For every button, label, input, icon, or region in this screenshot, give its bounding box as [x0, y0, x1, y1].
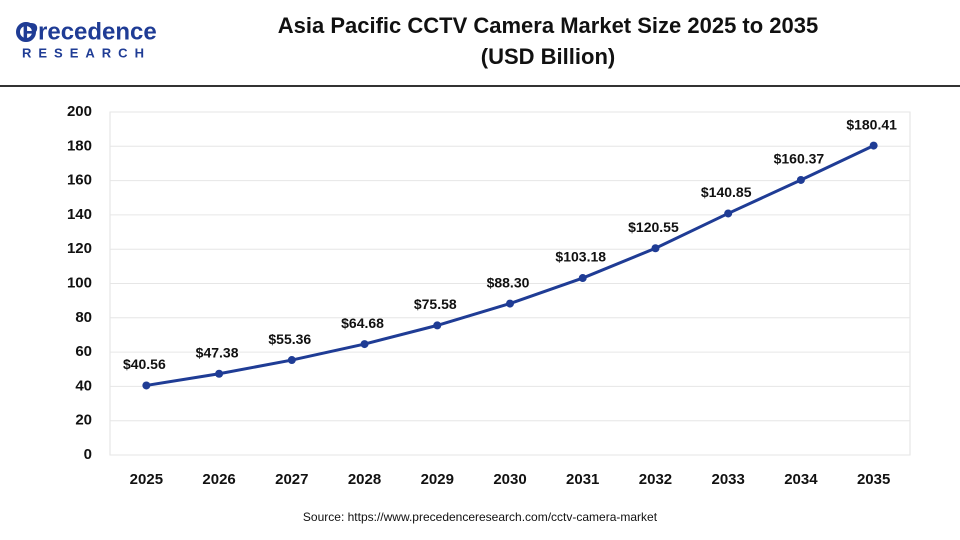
y-tick-label: 180: [67, 137, 92, 154]
value-label: $103.18: [555, 249, 606, 265]
x-tick-label: 2025: [130, 471, 163, 488]
logo: Precedence RESEARCH: [16, 18, 157, 60]
value-label: $140.85: [701, 184, 752, 200]
x-tick-label: 2035: [857, 471, 890, 488]
point: [142, 381, 151, 390]
y-tick-label: 160: [67, 172, 92, 189]
value-label: $47.38: [196, 344, 239, 360]
x-tick-label: 2030: [493, 471, 526, 488]
x-tick-label: 2027: [275, 471, 308, 488]
source: Source: https://www.precedenceresearch.c…: [303, 510, 658, 524]
y-tick-label: 120: [67, 240, 92, 257]
value-label: $88.30: [487, 274, 530, 290]
point: [578, 274, 587, 283]
value-label: $40.56: [123, 356, 166, 372]
y-tick-label: 60: [75, 343, 92, 360]
point: [796, 175, 805, 184]
x-tick-label: 2033: [711, 471, 744, 488]
point: [724, 209, 733, 218]
value-label: $55.36: [268, 331, 311, 347]
x-tick-label: 2029: [421, 471, 454, 488]
x-tick-label: 2026: [202, 471, 235, 488]
chart-title: Asia Pacific CCTV Camera Market Size 202…: [278, 13, 819, 38]
value-label: $75.58: [414, 296, 457, 312]
y-tick-label: 80: [75, 309, 92, 326]
logo-name: Precedence: [22, 18, 157, 45]
y-tick-label: 0: [84, 446, 92, 463]
value-label: $64.68: [341, 315, 384, 331]
x-tick-label: 2032: [639, 471, 672, 488]
y-tick-label: 20: [75, 412, 92, 429]
chart-subtitle: (USD Billion): [481, 44, 615, 69]
x-tick-label: 2034: [784, 471, 818, 488]
value-label: $180.41: [846, 116, 897, 132]
point: [651, 244, 660, 253]
y-tick-label: 140: [67, 206, 92, 223]
value-label: $160.37: [774, 151, 825, 167]
point: [360, 340, 369, 349]
point: [869, 141, 878, 150]
value-label: $120.55: [628, 219, 679, 235]
x-tick-label: 2028: [348, 471, 381, 488]
y-tick-label: 100: [67, 274, 92, 291]
point: [287, 356, 296, 365]
logo-icon: [16, 22, 36, 42]
y-tick-label: 40: [75, 377, 92, 394]
point: [215, 369, 224, 378]
x-tick-label: 2031: [566, 471, 599, 488]
point: [506, 299, 514, 308]
logo-sub: RESEARCH: [22, 45, 151, 60]
point: [433, 321, 442, 330]
y-tick-label: 200: [67, 103, 92, 120]
